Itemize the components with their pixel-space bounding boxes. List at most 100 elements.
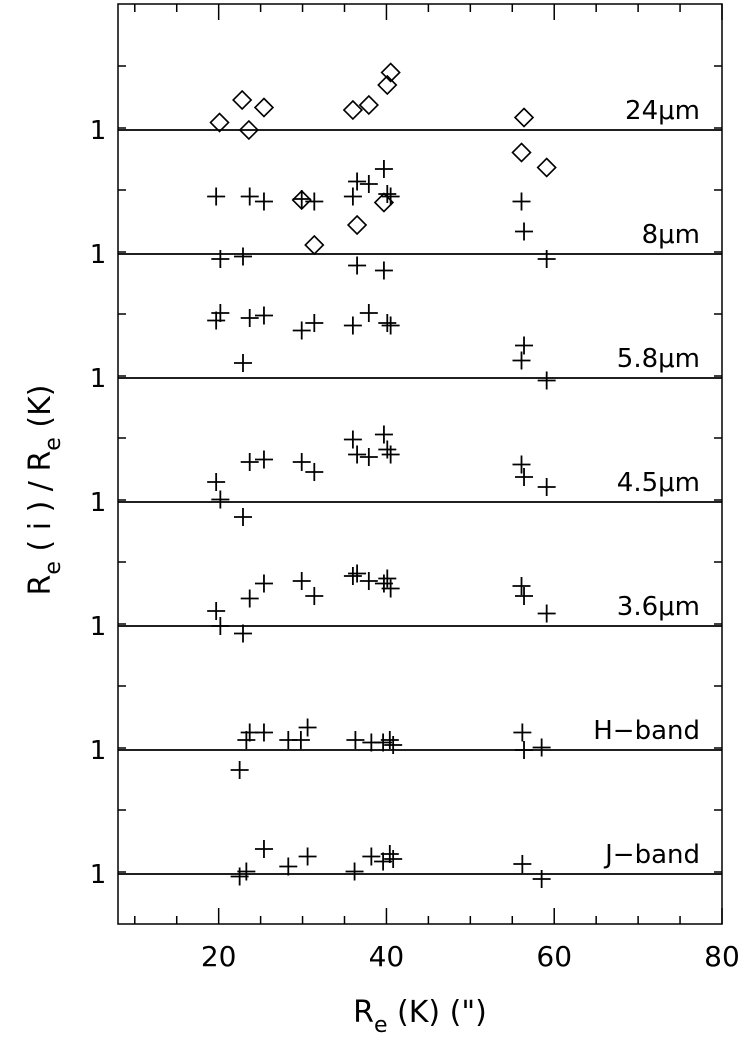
series-label: J−band xyxy=(603,840,700,870)
data-point-plus xyxy=(348,172,367,191)
data-point-plus xyxy=(305,463,324,481)
data-point-plus xyxy=(359,448,378,466)
data-point-plus xyxy=(512,577,531,595)
data-point-plus xyxy=(254,306,273,325)
data-point-plus xyxy=(348,445,367,464)
data-point-plus xyxy=(211,490,230,509)
data-point-plus xyxy=(211,304,230,322)
data-point-plus xyxy=(207,187,226,206)
y-tick-label: 1 xyxy=(90,240,107,270)
data-point-plus xyxy=(305,587,324,605)
data-point-plus xyxy=(237,731,256,749)
data-point-plus xyxy=(254,574,273,593)
data-point-plus xyxy=(348,564,367,583)
data-point-plus xyxy=(207,602,226,620)
data-point-plus xyxy=(515,222,534,241)
series-label: H−band xyxy=(593,716,700,746)
data-point-plus xyxy=(237,862,256,881)
data-point-diamond xyxy=(358,94,379,116)
data-point-plus xyxy=(512,455,531,474)
data-point-plus xyxy=(532,870,551,888)
panel-3: 1 5.8μm xyxy=(90,256,722,394)
panel-7: 1 J−band xyxy=(90,840,722,890)
data-point-plus xyxy=(513,723,532,742)
data-point-plus xyxy=(254,450,273,469)
data-point-diamond xyxy=(291,189,312,211)
data-point-diamond xyxy=(513,107,535,128)
y-tick-label: 1 xyxy=(90,612,107,642)
series-label: 24μm xyxy=(625,96,700,126)
data-point-plus xyxy=(348,256,367,275)
data-point-plus xyxy=(515,741,534,759)
data-point-plus xyxy=(240,187,259,206)
panel-6: 1 H−band xyxy=(90,716,722,779)
data-point-plus xyxy=(292,453,311,471)
panels: 1 24μm 1 8μm 1 5.8μm 1 4.5μm 1 3.6μm 1 H−band 1 J−ban… xyxy=(90,62,722,890)
data-point-diamond xyxy=(536,157,557,178)
data-point-plus xyxy=(378,440,397,459)
data-point-diamond xyxy=(342,99,364,121)
data-point-plus xyxy=(512,351,531,370)
data-point-plus xyxy=(515,587,534,605)
data-point-diamond xyxy=(253,97,275,118)
data-point-plus xyxy=(254,840,273,858)
data-point-plus xyxy=(380,731,399,749)
data-point-plus xyxy=(374,425,393,444)
data-point-plus xyxy=(298,847,317,866)
data-point-plus xyxy=(305,314,324,332)
data-point-plus xyxy=(211,617,230,635)
y-axis-label-subscript-2: e xyxy=(41,437,66,451)
x-tick-labels: 20 40 60 80 xyxy=(201,940,740,973)
data-point-plus xyxy=(381,316,400,335)
data-point-plus xyxy=(537,250,556,268)
y-tick-label: 1 xyxy=(90,116,107,146)
data-point-plus xyxy=(292,321,311,340)
data-point-diamond xyxy=(304,234,325,256)
data-point-plus xyxy=(292,190,311,208)
data-point-plus xyxy=(233,354,252,372)
data-point-plus xyxy=(532,738,551,757)
data-point-plus xyxy=(233,508,252,526)
data-point-plus xyxy=(512,192,531,211)
data-point-plus xyxy=(240,309,259,327)
y-axis-label-tail: (K) xyxy=(23,385,58,438)
series-label: 8μm xyxy=(642,220,700,250)
data-point-plus xyxy=(381,579,400,598)
data-point-plus xyxy=(384,736,403,754)
x-axis-label-subscript: e xyxy=(374,1013,388,1038)
data-point-diamond xyxy=(511,142,532,163)
data-point-plus xyxy=(378,185,397,203)
data-point-plus xyxy=(384,850,403,868)
data-point-plus xyxy=(359,304,378,322)
data-point-plus xyxy=(513,855,532,873)
y-tick-label: 1 xyxy=(90,488,107,518)
data-point-diamond xyxy=(209,112,230,133)
x-axis-label-tail: (K) (") xyxy=(388,995,487,1030)
data-point-plus xyxy=(207,311,226,330)
x-axis-label: Re (K) (") xyxy=(353,995,487,1038)
y-axis-label-subscript-1: e xyxy=(41,561,66,575)
data-point-plus xyxy=(233,624,252,643)
data-point-diamond xyxy=(238,119,259,141)
axis-ticks xyxy=(118,4,723,924)
data-point-plus xyxy=(537,604,556,623)
data-point-diamond xyxy=(232,89,253,111)
data-point-plus xyxy=(343,316,362,335)
data-point-plus xyxy=(305,192,324,211)
data-point-plus xyxy=(374,160,393,178)
data-point-plus xyxy=(254,192,273,211)
y-axis-label: Re ( i ) / Re (K) xyxy=(23,385,66,596)
data-point-plus xyxy=(362,847,381,866)
y-axis-label-middle: ( i ) / R xyxy=(23,451,58,561)
plot-frame xyxy=(117,3,723,925)
data-point-plus xyxy=(240,589,259,608)
data-point-plus xyxy=(380,845,399,863)
data-point-plus xyxy=(378,314,397,332)
data-point-diamond xyxy=(377,74,398,96)
data-point-plus xyxy=(292,572,311,590)
data-point-plus xyxy=(346,731,365,749)
data-point-plus xyxy=(359,572,378,590)
data-point-plus xyxy=(515,468,534,486)
data-point-plus xyxy=(207,473,226,491)
